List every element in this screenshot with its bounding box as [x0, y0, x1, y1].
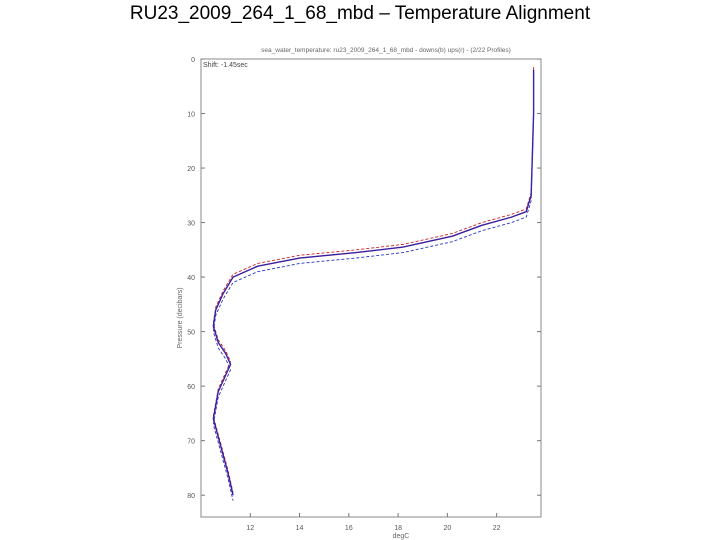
x-tick-label: 22: [493, 525, 501, 532]
x-tick-label: 14: [296, 525, 304, 532]
series-line: [212, 69, 535, 496]
y-tick-label: 20: [187, 166, 195, 173]
y-tick-label: 30: [187, 221, 195, 228]
y-tick-label: 80: [187, 493, 195, 500]
x-tick-label: 16: [345, 525, 353, 532]
y-tick-label: 10: [187, 112, 195, 119]
y-tick-label: 60: [187, 384, 195, 391]
axis-ticks: 12 14 16 18 20 22 0 10 20 30 40 50 60 70 80: [187, 57, 541, 532]
plot-frame: [200, 58, 542, 518]
y-tick-label: 50: [187, 330, 195, 337]
x-axis-label: degC: [393, 533, 410, 540]
y-tick-label: 0: [191, 57, 195, 64]
series-line: [212, 67, 535, 493]
y-tick-label: 70: [187, 439, 195, 446]
y-tick-label: 40: [187, 275, 195, 282]
x-tick-label: 20: [443, 525, 451, 532]
slide-title: RU23_2009_264_1_68_mbd – Temperature Ali…: [129, 3, 591, 24]
series-layer: [212, 67, 535, 501]
plot-border: [200, 58, 542, 518]
shift-annotation: Shift: -1.45sec: [203, 62, 248, 69]
x-tick-label: 12: [246, 525, 254, 532]
y-axis-label: Pressure (decibars): [177, 287, 184, 348]
plot-title: sea_water_temperature: ru23_2009_264_1_6…: [261, 47, 511, 54]
series-line: [212, 75, 535, 501]
x-tick-label: 18: [394, 525, 402, 532]
